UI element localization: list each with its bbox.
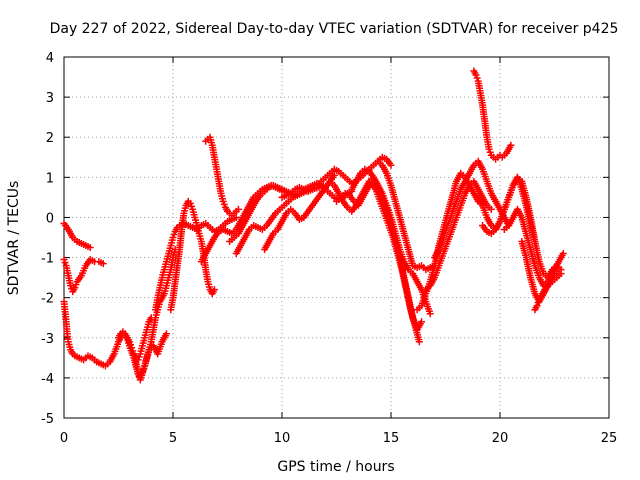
y-tick-label: 2 (46, 131, 54, 146)
y-tick-label: -4 (41, 372, 54, 387)
x-tick-label: 15 (383, 431, 400, 446)
y-tick-label: 3 (46, 91, 54, 106)
data-point-marker (418, 318, 426, 326)
y-tick-label: -3 (41, 332, 54, 347)
axis-ticks: 0 5 10 15 20 25 -5 -4 -3 -2 -1 0 1 2 3 4 (41, 51, 617, 446)
y-tick-label: 0 (46, 211, 54, 226)
data-point-marker (557, 270, 565, 278)
data-point-marker (234, 205, 242, 213)
data-point-marker (426, 310, 434, 318)
x-tick-label: 0 (60, 431, 68, 446)
y-tick-label: 1 (46, 171, 54, 186)
grid-lines (64, 57, 609, 418)
x-tick-label: 5 (169, 431, 177, 446)
data-point-marker (487, 205, 495, 213)
y-tick-label: -5 (41, 412, 54, 427)
data-point-marker (559, 250, 567, 258)
x-tick-label: 20 (492, 431, 509, 446)
y-tick-label: 4 (46, 51, 54, 66)
plot-frame (63, 56, 610, 419)
x-axis-label: GPS time / hours (277, 459, 394, 475)
data-point-marker (99, 260, 107, 268)
chart-title: Day 227 of 2022, Sidereal Day-to-day VTE… (50, 21, 619, 37)
y-tick-label: -1 (41, 252, 54, 267)
data-markers (60, 67, 567, 384)
data-point-marker (387, 161, 395, 169)
data-point-marker (553, 268, 561, 276)
y-tick-label: -2 (41, 292, 54, 307)
data-point-marker (162, 330, 170, 338)
data-point-marker (232, 213, 240, 221)
data-point-marker (330, 171, 338, 179)
data-point-marker (86, 244, 94, 252)
x-tick-label: 10 (274, 431, 291, 446)
y-axis-label: SDTVAR / TECUs (6, 181, 22, 296)
data-point-marker (415, 338, 423, 346)
data-point-marker (210, 286, 218, 294)
x-tick-label: 25 (601, 431, 618, 446)
data-point-marker (507, 141, 515, 149)
